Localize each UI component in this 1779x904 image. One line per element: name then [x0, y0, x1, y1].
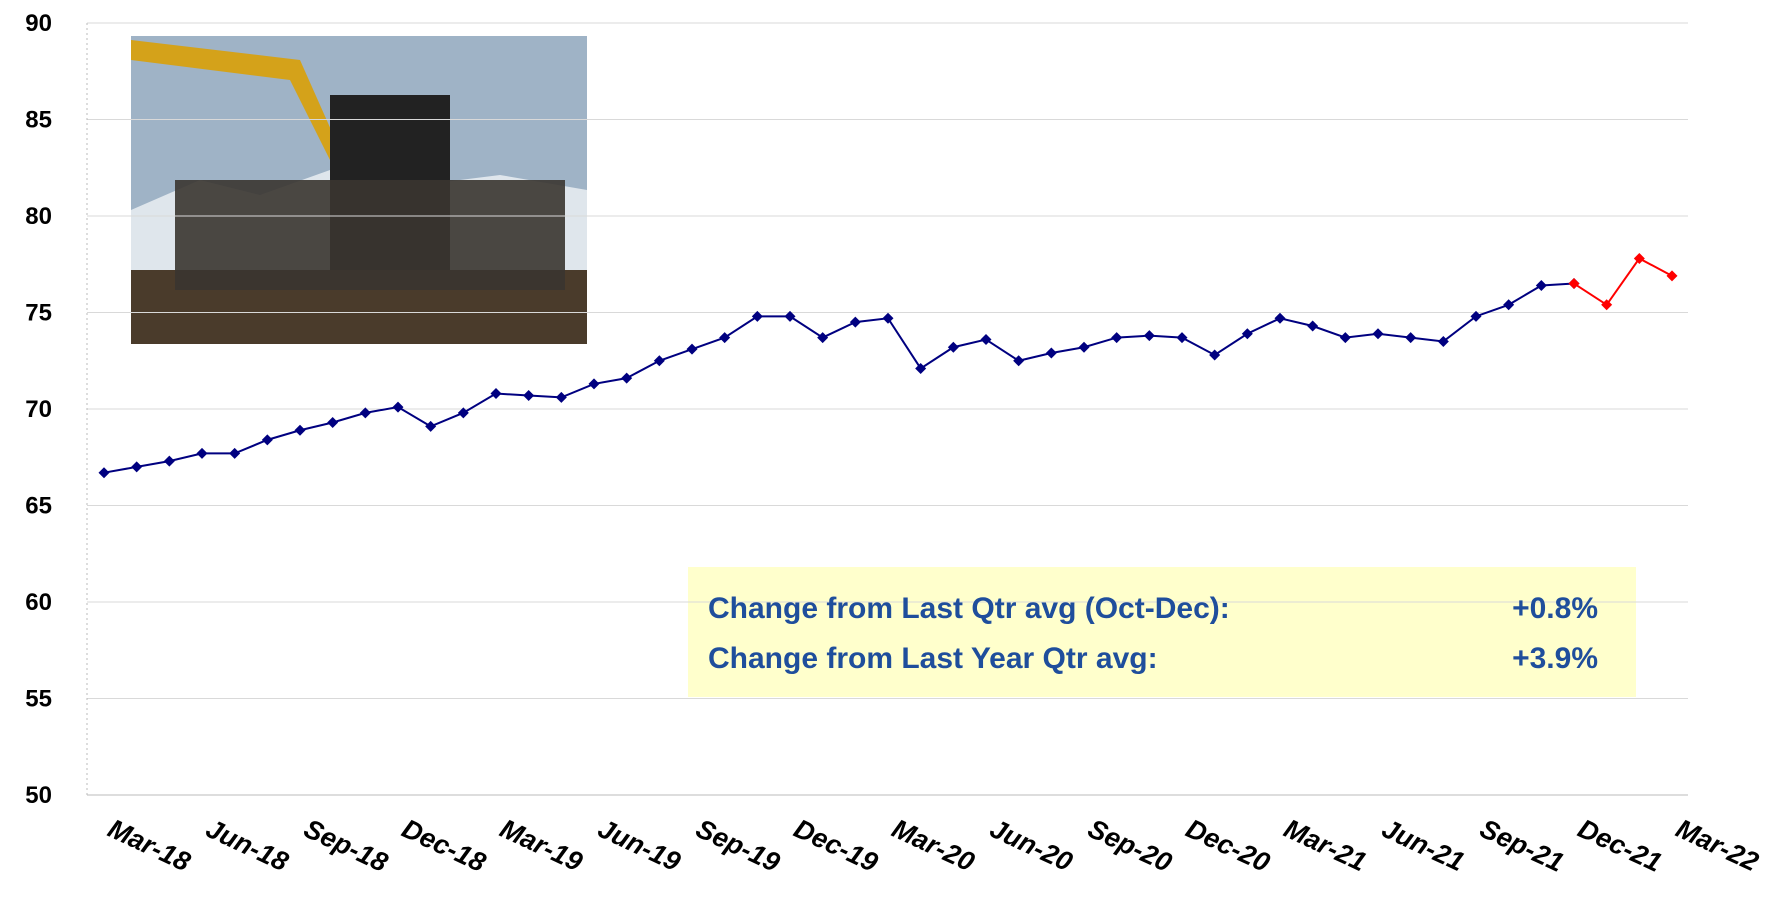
y-tick-label: 70	[25, 396, 52, 423]
annotation-box	[688, 567, 1636, 697]
photo-people	[175, 180, 565, 290]
y-tick-label: 55	[25, 686, 52, 713]
chart: 505560657075808590Mar-18Jun-18Sep-18Dec-…	[0, 0, 1779, 904]
annotation-value: +0.8%	[1512, 592, 1598, 625]
y-tick-label: 85	[25, 107, 52, 134]
annotation-text: Change from Last Year Qtr avg:	[708, 642, 1158, 675]
y-tick-label: 80	[25, 203, 52, 230]
y-tick-label: 50	[25, 782, 52, 809]
y-tick-label: 75	[25, 300, 52, 327]
y-tick-label: 65	[25, 493, 52, 520]
y-tick-label: 60	[25, 589, 52, 616]
annotation-value: +3.9%	[1512, 642, 1598, 675]
annotation-text: Change from Last Qtr avg (Oct-Dec):	[708, 592, 1230, 625]
y-tick-label: 90	[25, 10, 52, 37]
photo	[131, 36, 587, 344]
